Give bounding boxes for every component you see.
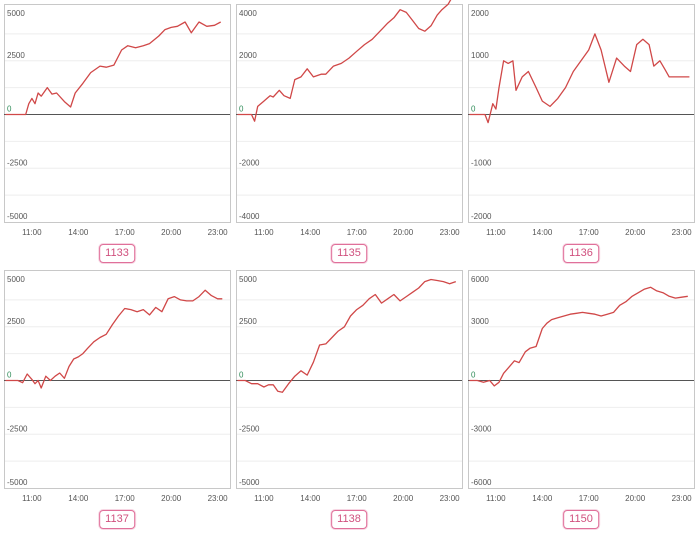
- y-tick-label: 6000: [471, 275, 489, 284]
- x-tick-label: 14:00: [68, 494, 89, 503]
- chart-svg-1133: 5000 2500 0 -2500 -5000 11:00 14:00 17:00 20:00 2…: [4, 4, 231, 237]
- y-tick-label: 2500: [7, 317, 25, 326]
- x-tick-label: 11:00: [486, 494, 506, 503]
- chart-svg-1150: 6000 3000 0 -3000 -6000 11:00 14:00 17:00 20:00 2…: [468, 270, 695, 503]
- x-tick-label: 11:00: [254, 494, 274, 503]
- chart-svg-1135: 4000 2000 0 -2000 -4000 11:00 14:00 17:00 20:00 2…: [236, 0, 463, 237]
- y-tick-label: -3000: [471, 424, 492, 433]
- y-tick-label: -2000: [239, 158, 260, 167]
- series-line: [469, 286, 688, 387]
- y-tick-label: 2500: [7, 51, 25, 60]
- chart-id-badge: 1138: [331, 510, 367, 529]
- plot-frame: [468, 270, 695, 489]
- x-tick-label: 11:00: [254, 228, 274, 237]
- y-tick-label: -4000: [239, 212, 260, 221]
- x-tick-label: 14:00: [300, 494, 321, 503]
- y-tick-label: 0: [239, 105, 244, 114]
- plot-frame: [4, 270, 231, 489]
- x-tick-label: 20:00: [161, 228, 182, 237]
- chart-panel-1135: 4000 2000 0 -2000 -4000 11:00 14:00 17:00 20:00 2…: [236, 0, 463, 264]
- x-tick-label: 14:00: [532, 228, 553, 237]
- chart-panel-1150: 6000 3000 0 -3000 -6000 11:00 14:00 17:00 20:00 2…: [468, 270, 695, 530]
- x-tick-label: 20:00: [161, 494, 182, 503]
- chart-id-badge: 1136: [563, 244, 599, 263]
- chart-id-badge: 1137: [99, 510, 135, 529]
- y-tick-label: 0: [471, 105, 476, 114]
- x-tick-label: 20:00: [625, 494, 646, 503]
- y-tick-label: 4000: [239, 9, 257, 18]
- plot-frame: [236, 4, 463, 223]
- y-tick-label: -5000: [239, 478, 260, 487]
- x-tick-label: 23:00: [208, 228, 229, 237]
- x-tick-label: 17:00: [115, 494, 136, 503]
- series-line: [237, 0, 452, 122]
- y-tick-label: 5000: [239, 275, 257, 284]
- y-tick-label: 5000: [7, 275, 25, 284]
- series-line: [469, 33, 690, 124]
- x-tick-label: 17:00: [347, 228, 368, 237]
- x-tick-label: 20:00: [393, 494, 414, 503]
- y-tick-label: -5000: [7, 212, 28, 221]
- plot-frame: [236, 270, 463, 489]
- x-tick-label: 14:00: [300, 228, 321, 237]
- x-tick-label: 23:00: [208, 494, 229, 503]
- series-line: [237, 278, 457, 393]
- x-tick-label: 23:00: [672, 494, 693, 503]
- series-line: [5, 289, 223, 389]
- chart-svg-1138: 5000 2500 0 -2500 -5000 11:00 14:00 17:00 20:00 2…: [236, 270, 463, 503]
- y-tick-label: 0: [7, 105, 12, 114]
- chart-panel-1138: 5000 2500 0 -2500 -5000 11:00 14:00 17:00 20:00 2…: [236, 270, 463, 530]
- y-tick-label: 2000: [471, 9, 489, 18]
- x-tick-label: 23:00: [672, 228, 693, 237]
- y-tick-label: 0: [471, 371, 476, 380]
- chart-panel-1136: 2000 1000 0 -1000 -2000 11:00 14:00 17:00 20:00 2…: [468, 4, 695, 264]
- x-tick-label: 11:00: [22, 228, 42, 237]
- x-tick-label: 17:00: [579, 494, 600, 503]
- chart-id-badge: 1133: [99, 244, 135, 263]
- chart-svg-1136: 2000 1000 0 -1000 -2000 11:00 14:00 17:00 20:00 2…: [468, 4, 695, 237]
- chart-panel-1137: 5000 2500 0 -2500 -5000 11:00 14:00 17:00 20:00 2…: [4, 270, 231, 530]
- y-tick-label: 2500: [239, 317, 257, 326]
- x-tick-label: 23:00: [440, 494, 461, 503]
- x-tick-label: 20:00: [625, 228, 646, 237]
- chart-svg-1137: 5000 2500 0 -2500 -5000 11:00 14:00 17:00 20:00 2…: [4, 270, 231, 503]
- y-tick-label: -2500: [239, 424, 260, 433]
- y-tick-label: 1000: [471, 51, 489, 60]
- y-tick-label: 0: [7, 371, 12, 380]
- series-line: [5, 21, 222, 116]
- y-tick-label: 3000: [471, 317, 489, 326]
- chart-id-badge: 1150: [563, 510, 599, 529]
- y-tick-label: -2500: [7, 424, 28, 433]
- x-tick-label: 14:00: [532, 494, 553, 503]
- x-tick-label: 17:00: [347, 494, 368, 503]
- y-tick-label: 5000: [7, 9, 25, 18]
- x-tick-label: 17:00: [115, 228, 136, 237]
- y-tick-label: -2500: [7, 158, 28, 167]
- y-tick-label: 2000: [239, 51, 257, 60]
- chart-id-badge: 1135: [331, 244, 367, 263]
- x-tick-label: 11:00: [22, 494, 42, 503]
- x-tick-label: 14:00: [68, 228, 89, 237]
- plot-frame: [4, 4, 231, 223]
- x-tick-label: 20:00: [393, 228, 414, 237]
- x-tick-label: 17:00: [579, 228, 600, 237]
- y-tick-label: -5000: [7, 478, 28, 487]
- x-tick-label: 11:00: [486, 228, 506, 237]
- chart-panel-1133: 5000 2500 0 -2500 -5000 11:00 14:00 17:00 20:00 2…: [4, 4, 231, 264]
- y-tick-label: 0: [239, 371, 244, 380]
- y-tick-label: -1000: [471, 158, 492, 167]
- plot-frame: [468, 4, 695, 223]
- y-tick-label: -6000: [471, 478, 492, 487]
- x-tick-label: 23:00: [440, 228, 461, 237]
- y-tick-label: -2000: [471, 212, 492, 221]
